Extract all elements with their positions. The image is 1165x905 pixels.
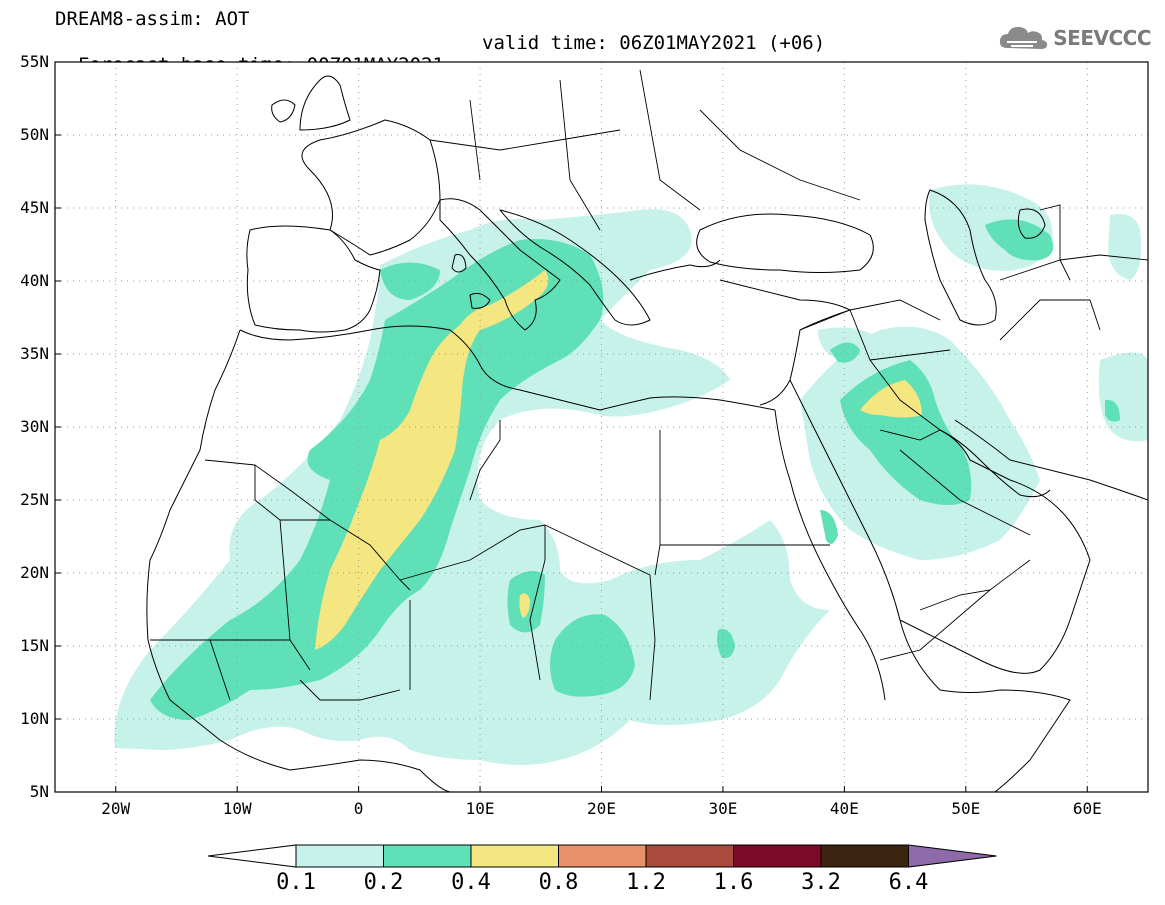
- colorbar-label: 1.6: [714, 870, 754, 895]
- colorbar-label: 0.8: [539, 870, 579, 895]
- lon-label: 0: [354, 799, 364, 818]
- political-borders: [150, 69, 1148, 701]
- coastlines: [146, 75, 1148, 792]
- lon-label: 10E: [466, 799, 495, 818]
- graticule: [55, 62, 1148, 792]
- aot-level-0.4: [315, 270, 922, 650]
- colorbar-segment: [645, 844, 734, 868]
- lat-label: 5N: [30, 782, 49, 801]
- logo-text: SEEVCCC: [1053, 26, 1151, 50]
- lon-label: 10W: [223, 799, 252, 818]
- lat-label: 30N: [20, 417, 49, 436]
- colorbar: 0.1 0.2 0.4 0.8 1.2 1.6 3.2 6.4: [207, 844, 997, 895]
- colorbar-label: 3.2: [801, 870, 841, 895]
- lat-label: 50N: [20, 125, 49, 144]
- latitude-labels: 55N 50N 45N 40N 35N 30N 25N 20N 15N 10N 5N: [20, 52, 61, 801]
- colorbar-segment: [295, 844, 384, 868]
- lat-label: 25N: [20, 490, 49, 509]
- colorbar-label: 0.4: [451, 870, 491, 895]
- colorbar-label: 0.1: [276, 870, 316, 895]
- colorbar-label: 0.2: [364, 870, 404, 895]
- lon-label: 50E: [951, 799, 980, 818]
- colorbar-segment: [558, 844, 647, 868]
- lat-label: 40N: [20, 271, 49, 290]
- lat-label: 20N: [20, 563, 49, 582]
- lon-label: 60E: [1073, 799, 1102, 818]
- lon-label: 20E: [587, 799, 616, 818]
- colorbar-under-arrow: [207, 844, 297, 868]
- lon-label: 30E: [708, 799, 737, 818]
- colorbar-over-arrow: [908, 844, 997, 868]
- lon-label: 40E: [830, 799, 859, 818]
- lat-label: 45N: [20, 198, 49, 217]
- map-title: DREAM8-assim: AOT: [55, 8, 250, 30]
- lat-label: 35N: [20, 344, 49, 363]
- lon-label: 20W: [101, 799, 130, 818]
- colorbar-segment: [383, 844, 472, 868]
- colorbar-segment: [470, 844, 559, 868]
- colorbar-segment: [733, 844, 822, 868]
- colorbar-label: 1.2: [626, 870, 666, 895]
- colorbar-segment: [820, 844, 909, 868]
- seevccc-logo: SEEVCCC: [997, 24, 1151, 52]
- lat-label: 55N: [20, 52, 49, 71]
- valid-time: valid time: 06Z01MAY2021 (+06): [482, 32, 826, 54]
- cloud-icon: [1000, 27, 1048, 49]
- aot-fields: [114, 184, 1148, 765]
- colorbar-label: 6.4: [889, 870, 929, 895]
- lat-label: 10N: [20, 709, 49, 728]
- lat-label: 15N: [20, 636, 49, 655]
- longitude-labels: 20W 10W 0 10E 20E 30E 40E 50E 60E: [101, 786, 1102, 818]
